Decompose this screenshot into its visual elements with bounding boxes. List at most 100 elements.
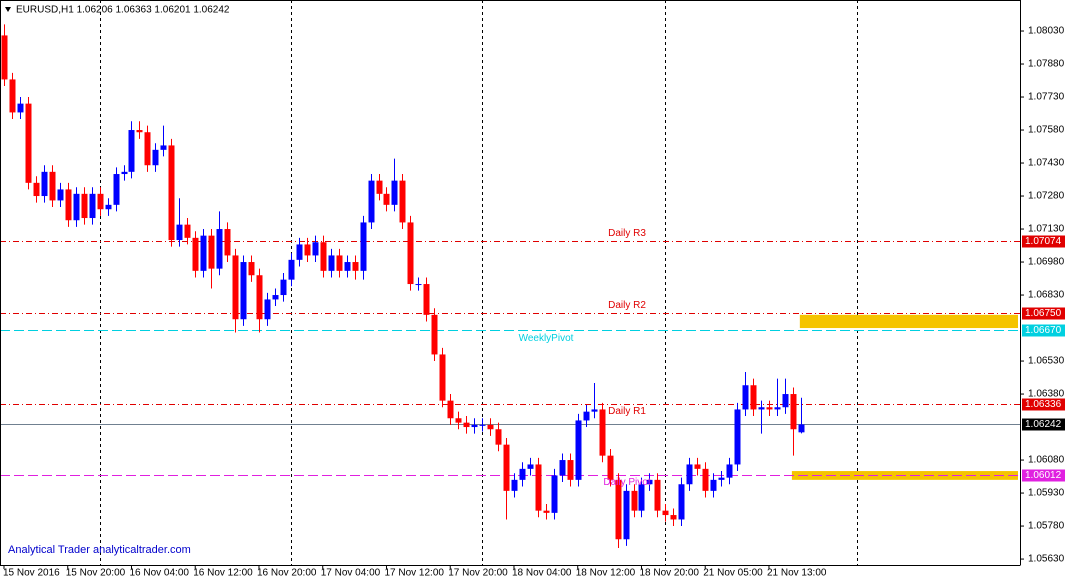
candle-body	[599, 409, 606, 456]
y-tick-label: 1.07430	[1028, 158, 1065, 169]
candle-body	[232, 255, 239, 320]
candle-body	[742, 385, 749, 410]
level-label: Daily R3	[608, 228, 646, 239]
candle-body	[503, 444, 510, 491]
x-tick-label: 17 Nov 04:00	[321, 568, 381, 579]
level-label: Daily R2	[608, 300, 646, 311]
y-tick-label: 1.05780	[1028, 521, 1065, 532]
candle-body	[184, 224, 191, 238]
candle-body	[670, 515, 677, 520]
candle-body	[678, 484, 685, 520]
candle-body	[734, 409, 741, 465]
candle-body	[726, 464, 733, 478]
level-label: WeeklyPivot	[519, 333, 574, 344]
candle-body	[527, 464, 534, 469]
candle-body	[41, 171, 48, 197]
candle-body	[487, 424, 494, 430]
candle-body	[336, 255, 343, 271]
candle-body	[718, 477, 725, 480]
candle-body	[128, 130, 135, 172]
candle-body	[662, 510, 669, 516]
candle-body	[89, 193, 96, 219]
candle-body	[798, 424, 805, 433]
price-tag	[1022, 307, 1065, 320]
candle-body	[415, 284, 422, 286]
candle-body	[352, 262, 359, 271]
candle-body	[694, 464, 701, 469]
x-tick-label: 15 Nov 20:00	[66, 568, 126, 579]
candle-body	[479, 424, 486, 426]
y-tick-label: 1.06530	[1028, 356, 1065, 367]
candle-body	[702, 468, 709, 491]
y-tick-label: 1.06080	[1028, 455, 1065, 466]
y-tick-label: 1.05630	[1028, 554, 1065, 565]
candle-body	[368, 180, 375, 223]
candle-body	[192, 237, 199, 271]
candle-body	[304, 244, 311, 256]
candle-body	[591, 409, 598, 412]
candle-body	[646, 479, 653, 485]
candle-body	[376, 180, 383, 194]
y-tick-label: 1.07280	[1028, 191, 1065, 202]
candle-body	[160, 145, 167, 150]
candle-body	[583, 411, 590, 421]
y-tick-label: 1.07130	[1028, 224, 1065, 235]
price-tag	[1022, 324, 1065, 337]
x-tick-label: 17 Nov 20:00	[448, 568, 508, 579]
candle-body	[320, 242, 327, 271]
candle-body	[575, 420, 582, 480]
menu-triangle[interactable]	[5, 7, 11, 12]
candle-body	[439, 354, 446, 401]
x-tick-label: 17 Nov 12:00	[384, 568, 444, 579]
candle-body	[623, 490, 630, 540]
candle-body	[391, 180, 398, 205]
candle-body	[750, 385, 757, 410]
candle-body	[256, 275, 263, 320]
candle-body	[296, 244, 303, 260]
candle-body	[782, 394, 789, 408]
candle-body	[113, 174, 120, 205]
candle-body	[248, 262, 255, 276]
candle-body	[121, 171, 128, 175]
candle-body	[33, 182, 40, 197]
candle-body	[638, 484, 645, 511]
watermark: Analytical Trader analyticaltrader.com	[8, 544, 191, 556]
candle-body	[224, 229, 231, 256]
y-tick-label: 1.06980	[1028, 257, 1065, 268]
candle-body	[447, 400, 454, 419]
candle-body	[1, 35, 8, 80]
candle-body	[790, 394, 797, 430]
candle-body	[152, 149, 159, 166]
candle-body	[710, 479, 717, 491]
candle-body	[407, 222, 414, 285]
price-tag	[1022, 469, 1065, 482]
candle-body	[328, 255, 335, 271]
price-tag-label: 1.07074	[1025, 236, 1062, 247]
candle-body	[144, 132, 151, 166]
candle-body	[431, 314, 438, 355]
candle-body	[455, 418, 462, 423]
candle-body	[73, 193, 80, 221]
price-tag-label: 1.06242	[1025, 419, 1062, 430]
x-tick-label: 16 Nov 12:00	[193, 568, 253, 579]
candle-body	[288, 259, 295, 280]
candle-body	[97, 193, 104, 210]
x-tick-label: 18 Nov 04:00	[512, 568, 572, 579]
candle-body	[543, 510, 550, 513]
candle-body	[423, 284, 430, 315]
level-label: Daily Pivot	[603, 477, 650, 488]
candle-body	[631, 490, 638, 511]
candle-body	[615, 479, 622, 540]
candle-body	[519, 468, 526, 480]
x-tick-label: 18 Nov 20:00	[639, 568, 699, 579]
candle-body	[511, 479, 518, 491]
level-label: Daily R1	[608, 406, 646, 417]
candle-body	[280, 279, 287, 296]
candle-body	[559, 460, 566, 476]
candle-body	[607, 455, 614, 480]
x-tick-label: 16 Nov 20:00	[257, 568, 317, 579]
candle-body	[264, 299, 271, 320]
candle-body	[758, 407, 765, 410]
candle-body	[535, 464, 542, 511]
